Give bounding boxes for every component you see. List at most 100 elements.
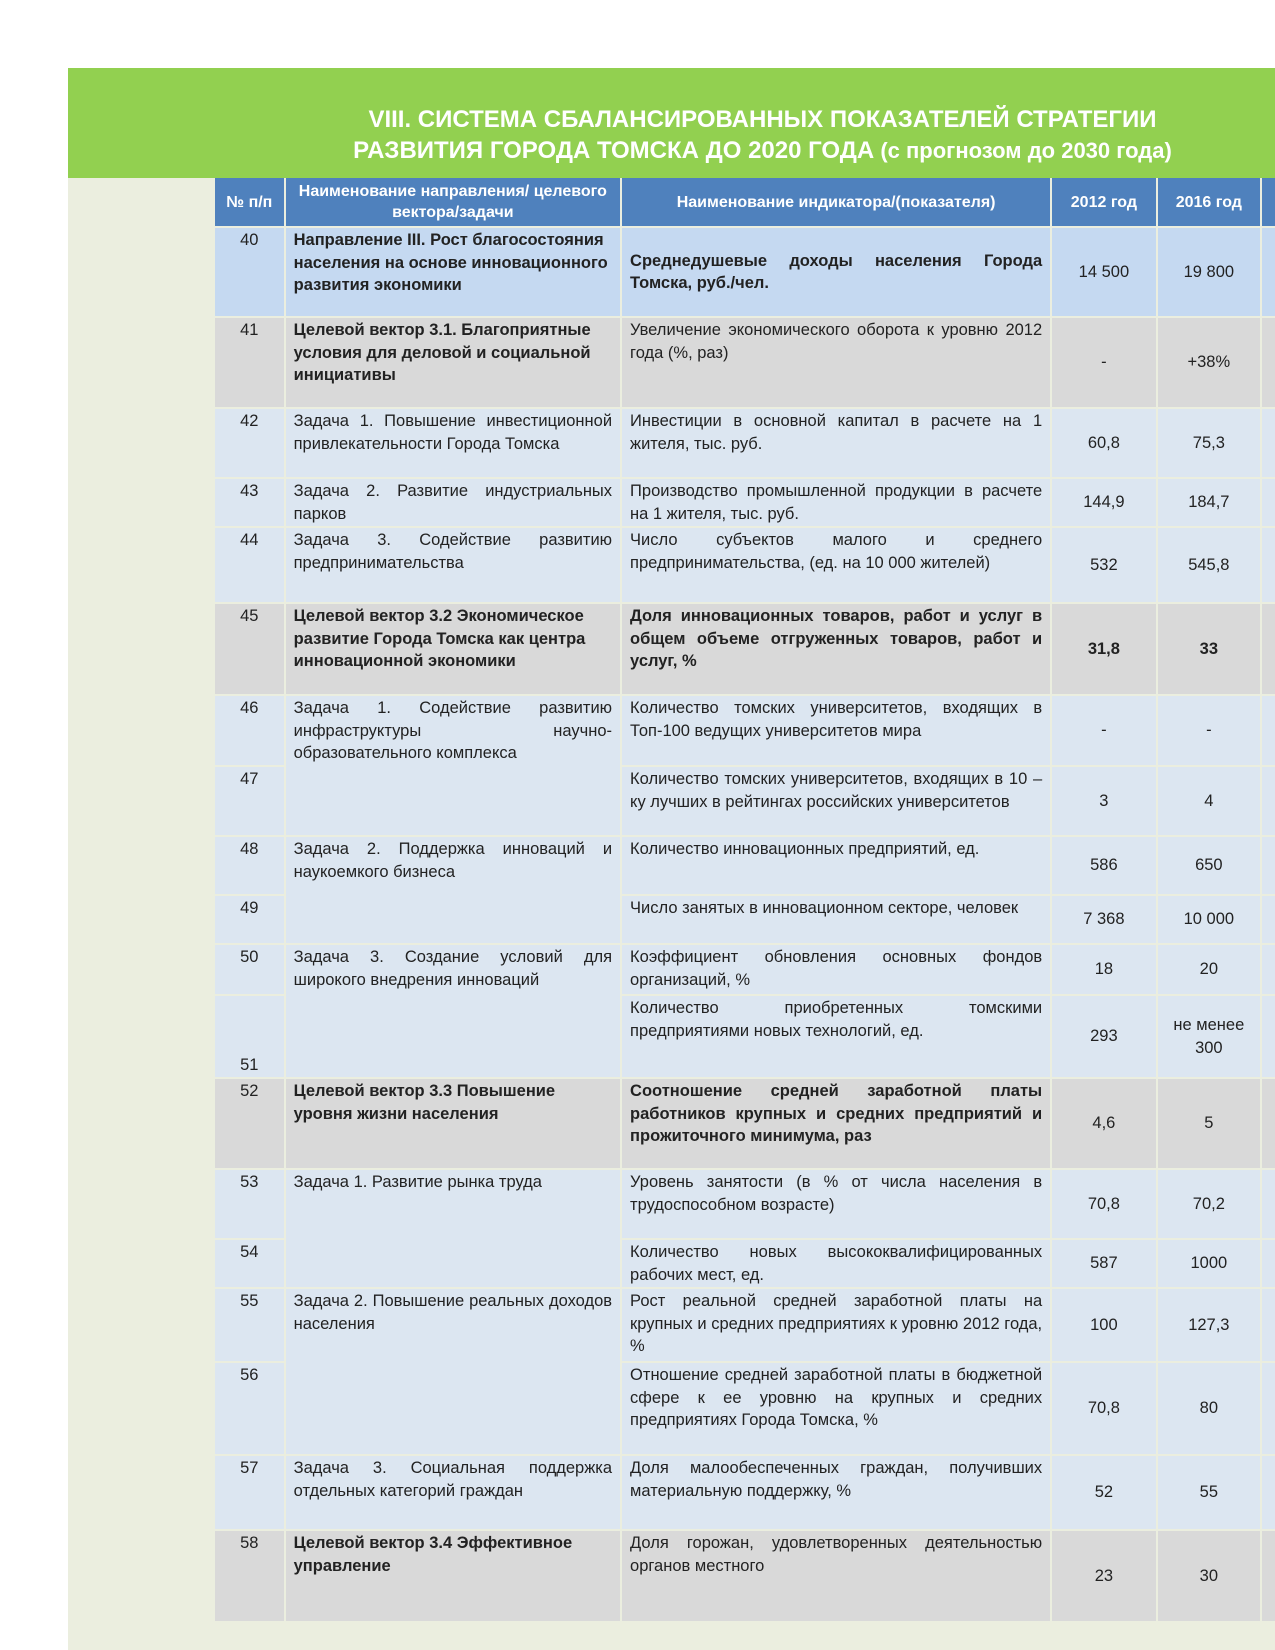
direction-cell: Задача 3. Социальная поддержка отдельных…: [285, 1456, 621, 1529]
header-2016: 2016 год: [1157, 178, 1261, 226]
value-2020: 25: [1262, 479, 1275, 526]
value-2012: 144,9: [1052, 479, 1156, 526]
value-2012: 100: [1052, 1289, 1156, 1361]
direction-cell: Задача 1. Содействие развитию инфраструк…: [285, 696, 621, 835]
indicator-cell: Инвестиции в основной капитал в расчете …: [622, 409, 1051, 477]
indicator-cell: Количество томских университетов, входящ…: [622, 767, 1051, 835]
value-2020: 13 0: [1262, 896, 1275, 943]
row-number: 55: [215, 1289, 284, 1361]
value-2020: 15: [1262, 1240, 1275, 1287]
table-row: 56 Отношение средней заработной платы в б…: [215, 1363, 1275, 1454]
indicator-cell: Количество новых высококвалифицированных…: [622, 1240, 1051, 1287]
value-2012: 52: [1052, 1456, 1156, 1529]
indicator-cell: Среднедушевые доходы населения Города То…: [622, 228, 1051, 316]
value-2016: 1000: [1157, 1240, 1261, 1287]
page-title: VIII. СИСТЕМА СБАЛАНСИРОВАННЫХ ПОКАЗАТЕЛ…: [250, 104, 1275, 166]
indicator-cell: Увеличение экономического оборота к уров…: [622, 318, 1051, 407]
direction-cell: Целевой вектор 3.2 Экономическое развити…: [285, 604, 621, 694]
value-2016: -: [1157, 696, 1261, 765]
title-line-2-suffix: (с прогнозом до 2030 года): [874, 138, 1172, 163]
value-2016: 80: [1157, 1363, 1261, 1454]
indicator-cell: Количество томских университетов, входящ…: [622, 696, 1051, 765]
direction-cell: Задача 3. Содействие развитию предприним…: [285, 528, 621, 602]
value-2020: н ме 10: [1262, 1363, 1275, 1454]
value-2016: 33: [1157, 604, 1261, 694]
header-indicator: Наименование индикатора/(показателя): [622, 178, 1051, 226]
table-row: 42 Задача 1. Повышение инвестиционной при…: [215, 409, 1275, 477]
table-row: 54 Количество новых высококвалифицированн…: [215, 1240, 1275, 1287]
row-number: 58: [215, 1531, 284, 1621]
title-line-2: РАЗВИТИЯ ГОРОДА ТОМСКА ДО 2020 ГОДА: [353, 137, 875, 164]
indicator-cell: Рост реальной средней заработной платы н…: [622, 1289, 1051, 1361]
value-2016: 184,7: [1157, 479, 1261, 526]
indicator-cell: Соотношение средней заработной платы раб…: [622, 1079, 1051, 1168]
value-2016: +38%: [1157, 318, 1261, 407]
direction-cell: Задача 3. Создание условий для широкого …: [285, 945, 621, 1077]
table-row: 53 Задача 1. Развитие рынка труда Уровень …: [215, 1170, 1275, 1287]
value-2020: н ме 30: [1262, 996, 1275, 1077]
value-2012: 293: [1052, 996, 1156, 1077]
value-2012: 18: [1052, 945, 1156, 994]
row-number: 57: [215, 1456, 284, 1529]
value-2020: 23 0: [1262, 228, 1275, 316]
indicator-cell: Производство промышленной продукции в ра…: [622, 479, 1051, 526]
table-row: 47 Количество томских университетов, вход…: [215, 767, 1275, 835]
value-2020: 80: [1262, 837, 1275, 894]
indicator-cell: Отношение средней заработной платы в бюд…: [622, 1363, 1051, 1454]
value-2016: 20: [1157, 945, 1261, 994]
value-2016: 5: [1157, 1079, 1261, 1168]
value-2020: н ме 6: [1262, 1456, 1275, 1529]
table-row: 52 Целевой вектор 3.3 Повышение уровня жи…: [215, 1079, 1275, 1168]
direction-cell: Целевой вектор 3.1. Благоприятные услови…: [285, 318, 621, 407]
table-header-row: № п/п Наименование направления/ целевого …: [215, 178, 1275, 226]
value-2012: 70,8: [1052, 1170, 1156, 1238]
indicator-cell: Коэффициент обновления основных фондов о…: [622, 945, 1051, 994]
value-2012: 587: [1052, 1240, 1156, 1287]
title-line-1: VIII. СИСТЕМА СБАЛАНСИРОВАННЫХ ПОКАЗАТЕЛ…: [368, 106, 1157, 133]
direction-cell: Задача 2. Развитие индустриальных парков: [285, 479, 621, 526]
table-row: 49 Число занятых в инновационном секторе,…: [215, 896, 1275, 943]
indicator-cell: Доля малообеспеченных граждан, получивши…: [622, 1456, 1051, 1529]
row-number: 48: [215, 837, 284, 894]
value-2016: 75,3: [1157, 409, 1261, 477]
row-number: 45: [215, 604, 284, 694]
value-2016: 545,8: [1157, 528, 1261, 602]
value-2020: 55: [1262, 528, 1275, 602]
table-row: 58 Целевой вектор 3.4 Эффективное управле…: [215, 1531, 1275, 1621]
value-2020: 5: [1262, 767, 1275, 835]
value-2012: 14 500: [1052, 228, 1156, 316]
row-number: 51: [215, 996, 284, 1077]
row-number: 53: [215, 1170, 284, 1238]
value-2012: 60,8: [1052, 409, 1156, 477]
header-number: № п/п: [215, 178, 284, 226]
value-2016: не менее 300: [1157, 996, 1261, 1077]
value-2012: 31,8: [1052, 604, 1156, 694]
direction-cell: Задача 1. Повышение инвестиционной привл…: [285, 409, 621, 477]
value-2016: 650: [1157, 837, 1261, 894]
direction-cell: Задача 2. Поддержка инноваций и наукоемк…: [285, 837, 621, 943]
value-2020: 9: [1262, 409, 1275, 477]
value-2020: 2: [1262, 945, 1275, 994]
indicator-cell: Уровень занятости (в % от числа населени…: [622, 1170, 1051, 1238]
indicator-cell: Число субъектов малого и среднего предпр…: [622, 528, 1051, 602]
indicators-table-container: № п/п Наименование направления/ целевого …: [215, 178, 1275, 1650]
direction-cell: Целевой вектор 3.4 Эффективное управлени…: [285, 1531, 621, 1621]
value-2012: 23: [1052, 1531, 1156, 1621]
table-row: 40 Направление III. Рост благосостояния н…: [215, 228, 1275, 316]
table-row: 57 Задача 3. Социальная поддержка отдельн…: [215, 1456, 1275, 1529]
header-2012: 2012 год: [1052, 178, 1156, 226]
value-2020: н ме 7: [1262, 1170, 1275, 1238]
row-number: 41: [215, 318, 284, 407]
value-2020: в ра: [1262, 318, 1275, 407]
indicator-cell: Количество инновационных предприятий, ед…: [622, 837, 1051, 894]
value-2016: 70,2: [1157, 1170, 1261, 1238]
row-number: 50: [215, 945, 284, 994]
indicator-cell: Доля горожан, удовлетворенных деятельнос…: [622, 1531, 1051, 1621]
indicator-cell: Доля инновационных товаров, работ и услу…: [622, 604, 1051, 694]
value-2016: 4: [1157, 767, 1261, 835]
table-row: 50 Задача 3. Создание условий для широког…: [215, 945, 1275, 1077]
value-2016: 127,3: [1157, 1289, 1261, 1361]
table-row: 48 Задача 2. Поддержка инноваций и наукое…: [215, 837, 1275, 943]
value-2012: -: [1052, 696, 1156, 765]
table-row: 51 Количество приобретенных томскими пред…: [215, 996, 1275, 1077]
